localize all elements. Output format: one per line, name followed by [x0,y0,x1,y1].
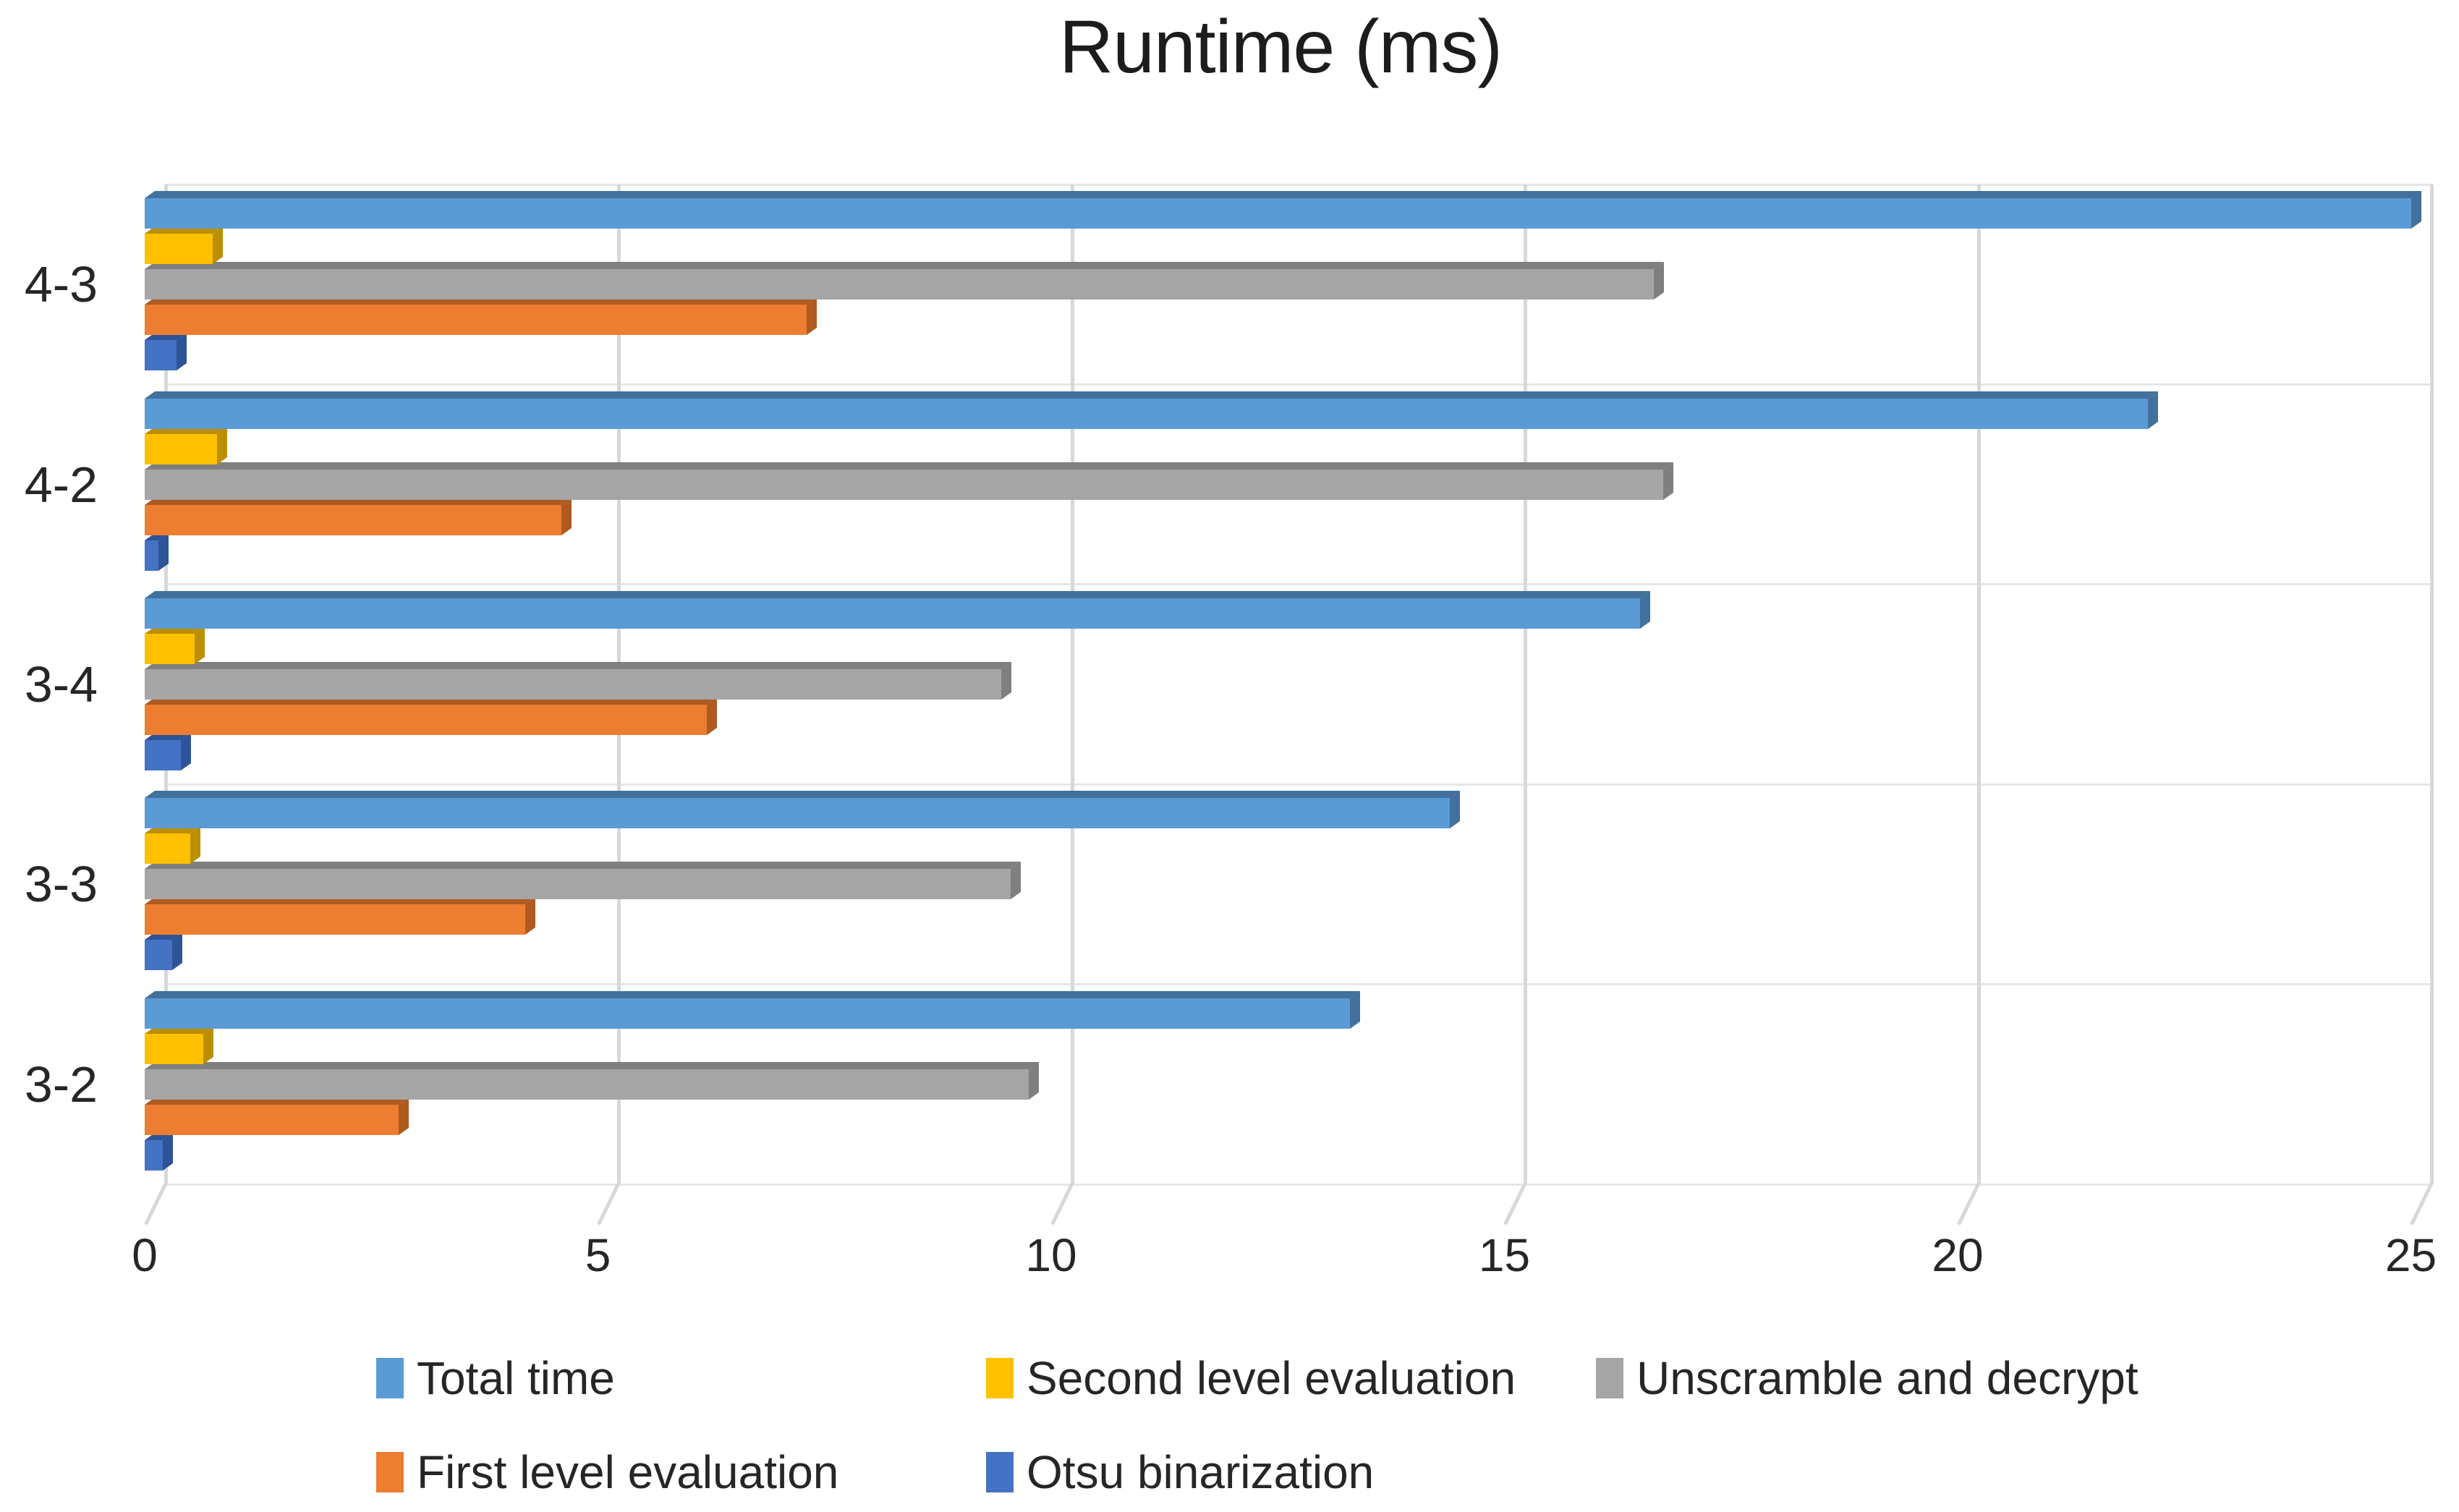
bar-unscramble-and-decrypt-3-2 [145,1069,1029,1100]
legend-swatch-total-time [376,1358,404,1398]
gridline-floor-bend [1050,1181,1074,1226]
gridline-floor-bend [1503,1181,1527,1226]
bar-total-time-4-2 [145,398,2149,429]
legend-label-second-level-evaluation: Second level evaluation [1027,1352,1516,1404]
y-axis: 4-3 4-2 3-4 3-3 3-2 [0,184,123,1184]
x-axis: 0 5 10 15 20 25 [132,1228,2459,1301]
legend-swatch-first-level-evaluation [376,1452,404,1492]
vertical-gridline [1976,184,1981,1184]
bar-first-level-evaluation-3-4 [145,705,707,735]
horizontal-gridline [166,583,2432,586]
category-label-3-3: 3-3 [24,856,98,913]
bar-total-time-3-4 [145,598,1641,629]
gridline-floor-bend [143,1181,168,1226]
legend-label-otsu-binarization: Otsu binarization [1027,1446,1375,1498]
x-tick-label-5: 5 [585,1229,611,1281]
category-label-3-2: 3-2 [24,1056,98,1113]
bar-total-time-4-3 [145,198,2411,229]
legend-swatch-otsu-binarization [986,1452,1014,1492]
x-tick-label-25: 25 [2384,1229,2437,1281]
bar-otsu-binarization-4-3 [145,340,177,371]
legend-item-second-level-evaluation: Second level evaluation [986,1351,1596,1405]
chart-title: Runtime (ms) [1058,5,1503,89]
legend-label-first-level-evaluation: First level evaluation [417,1446,839,1498]
legend-swatch-unscramble-and-decrypt [1596,1358,1623,1398]
legend-label-unscramble-and-decrypt: Unscramble and decrypt [1636,1352,2139,1404]
gridline-floor-bend [597,1181,621,1226]
horizontal-gridline [166,383,2432,386]
legend-item-total-time: Total time [376,1351,986,1405]
bar-otsu-binarization-3-3 [145,940,172,971]
category-label-4-3: 4-3 [24,256,98,313]
vertical-gridline [1070,184,1074,1184]
horizontal-gridline [166,183,2432,186]
x-tick-label-10: 10 [1025,1229,1077,1281]
bar-second-level-evaluation-4-2 [145,433,218,464]
x-tick-label-15: 15 [1478,1229,1531,1281]
horizontal-gridline [166,783,2432,786]
bar-otsu-binarization-4-2 [145,540,158,571]
bar-total-time-3-2 [145,998,1351,1029]
bar-otsu-binarization-3-2 [145,1139,163,1171]
horizontal-gridline [166,1183,2432,1186]
legend-row-2: First level evaluation Otsu binarization [376,1445,1374,1499]
bar-unscramble-and-decrypt-4-3 [145,269,1655,300]
bar-unscramble-and-decrypt-4-2 [145,469,1663,500]
x-tick-label-20: 20 [1932,1229,1984,1281]
legend-row-1: Total time Second level evaluation Unscram… [376,1351,2139,1405]
bar-second-level-evaluation-4-3 [145,234,213,265]
x-tick-label-0: 0 [132,1229,158,1281]
category-label-3-4: 3-4 [24,656,98,713]
legend-item-unscramble-and-decrypt: Unscramble and decrypt [1596,1351,2139,1405]
bar-second-level-evaluation-3-3 [145,833,190,865]
legend-swatch-second-level-evaluation [986,1358,1014,1398]
bar-total-time-3-3 [145,798,1451,829]
gridline-floor-bend [1956,1181,1981,1226]
category-label-4-2: 4-2 [24,456,98,513]
legend-item-first-level-evaluation: First level evaluation [376,1445,986,1499]
plot-area [143,183,2434,1226]
bar-second-level-evaluation-3-4 [145,634,195,664]
legend-item-otsu-binarization: Otsu binarization [986,1445,1374,1499]
bar-first-level-evaluation-3-2 [145,1104,399,1135]
bar-unscramble-and-decrypt-3-4 [145,669,1002,700]
bar-first-level-evaluation-4-3 [145,305,807,336]
bar-otsu-binarization-3-4 [145,740,182,770]
gridline-floor-bend [2410,1181,2434,1226]
legend-label-total-time: Total time [417,1352,615,1404]
vertical-gridline [2430,184,2434,1184]
bar-second-level-evaluation-3-2 [145,1033,204,1064]
horizontal-gridline [166,983,2432,986]
bar-unscramble-and-decrypt-3-3 [145,869,1011,900]
bar-first-level-evaluation-4-2 [145,504,562,535]
vertical-gridline [1524,184,1527,1184]
bar-first-level-evaluation-3-3 [145,904,526,935]
